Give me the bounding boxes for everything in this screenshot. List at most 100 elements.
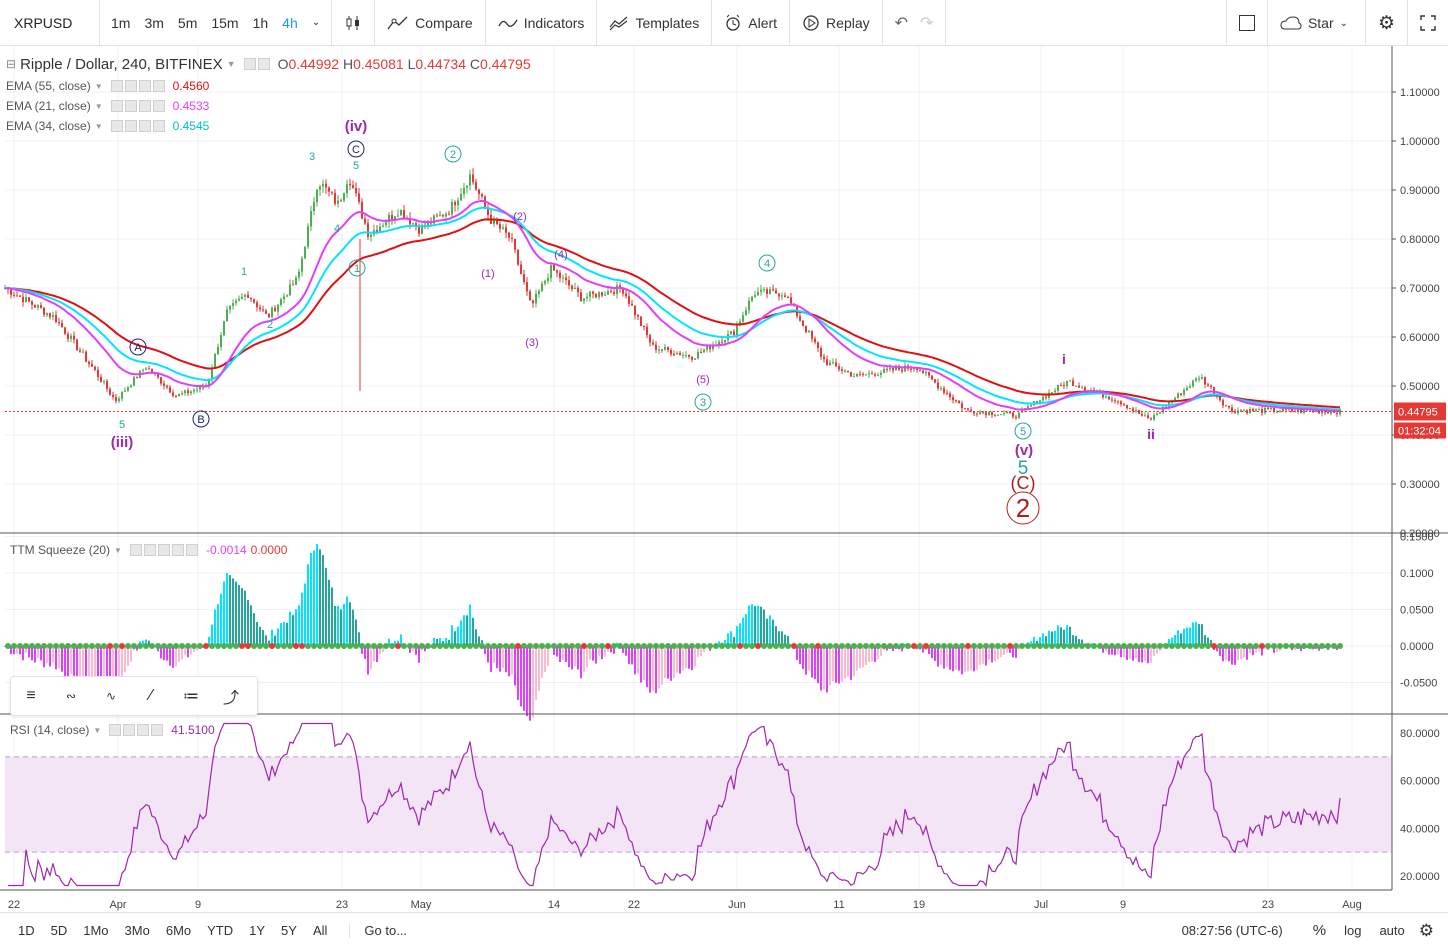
gear-icon[interactable]: ⚙ (1418, 920, 1434, 940)
candle-body (754, 295, 756, 297)
percent-toggle[interactable]: % (1312, 922, 1327, 939)
squeeze-dot (359, 643, 365, 649)
symbol-search[interactable]: XRPUSD (0, 0, 100, 46)
squeeze-dot (179, 643, 185, 649)
ttm-bar (1108, 646, 1110, 655)
ttm-bar (952, 646, 954, 672)
squeeze-dot (1103, 643, 1109, 649)
ttm-bar (259, 626, 261, 646)
candle-body (1282, 408, 1284, 412)
settings-button[interactable]: ⚙ (1366, 0, 1408, 46)
pattern-icon[interactable]: ∾ (65, 689, 77, 703)
ttm-legend[interactable]: TTM Squeeze (20) ▼ -0.0014 0.0000 (10, 540, 287, 560)
ema21-legend[interactable]: EMA (21, close) ▼ 0.4533 (6, 96, 531, 116)
log-toggle[interactable]: log (1344, 923, 1362, 938)
ema34-value: 0.4545 (172, 119, 210, 133)
ttm-bar (13, 646, 15, 655)
fullscreen-chart-button[interactable] (1225, 0, 1268, 46)
path-icon[interactable]: ⤴ (222, 690, 239, 707)
chart-canvas[interactable]: 22 Apr 9 23 May 14 22 Jun 11 19 Jul 9 23 Aug1.100001.… (0, 46, 1448, 912)
squeeze-dot (713, 643, 719, 649)
range-5y[interactable]: 5Y (281, 923, 297, 938)
squeeze-dot (557, 643, 563, 649)
fib-icon[interactable]: ≔ (183, 688, 199, 705)
legend-controls[interactable] (110, 120, 165, 132)
ttm-bar (436, 638, 438, 646)
gear-icon[interactable] (257, 58, 270, 70)
ttm-bar (463, 615, 465, 646)
interval-3m[interactable]: 3m (144, 14, 164, 31)
candle-body (874, 374, 876, 376)
rsi-legend[interactable]: RSI (14, close) ▼ 41.5100 (10, 720, 215, 740)
range-3mo[interactable]: 3Mo (124, 923, 150, 938)
squeeze-dot (593, 643, 599, 649)
candle-body (859, 373, 861, 375)
ema55-legend[interactable]: EMA (55, close) ▼ 0.4560 (6, 76, 531, 96)
legend-controls[interactable] (243, 58, 270, 70)
indicators-button[interactable]: Indicators (486, 0, 598, 46)
candle-body (196, 389, 198, 391)
ttm-bar (1198, 624, 1200, 646)
legend-controls[interactable] (129, 544, 198, 556)
candle-body (136, 377, 138, 379)
chart-type-button[interactable] (332, 0, 376, 46)
compare-button[interactable]: Compare (375, 0, 486, 46)
goto-button[interactable]: Go to... (349, 923, 407, 938)
ttm-bar (1156, 646, 1158, 654)
alert-button[interactable]: Alert (712, 0, 791, 46)
range-1mo[interactable]: 1Mo (83, 923, 109, 938)
collapse-icon[interactable]: ⊟ (6, 57, 17, 71)
ttm-label: 0.0000 (1400, 641, 1434, 653)
ema34-legend[interactable]: EMA (34, close) ▼ 0.4545 (6, 116, 531, 136)
horizontal-lines-icon[interactable]: ≡ (26, 687, 36, 704)
squeeze-dot (995, 643, 1001, 649)
symbol-title[interactable]: Ripple / Dollar, 240, BITFINEX (20, 55, 223, 73)
interval-1h[interactable]: 1h (252, 14, 269, 31)
candle-body (1084, 387, 1086, 391)
chevron-down-icon: ▼ (94, 81, 103, 91)
squeeze-dot (209, 643, 215, 649)
undo-button[interactable]: ↶ (883, 0, 914, 46)
time-label: 14 (548, 899, 560, 911)
squeeze-dot (917, 643, 923, 649)
range-ytd[interactable]: YTD (207, 923, 234, 938)
candle-body (550, 265, 552, 279)
squeeze-dot (455, 643, 461, 649)
ttm-bar (988, 646, 990, 660)
interval-1m[interactable]: 1m (111, 14, 131, 31)
candle-body (307, 226, 309, 247)
fullscreen-button[interactable] (1408, 0, 1448, 46)
clock[interactable]: 08:27:56 (UTC-6) (1181, 923, 1283, 938)
candle-body (640, 316, 642, 327)
chevron-down-icon[interactable]: ▼ (226, 59, 236, 69)
range-all[interactable]: All (312, 923, 328, 938)
legend-controls[interactable] (110, 80, 165, 92)
ttm-bar (409, 646, 411, 653)
chevron-down-icon[interactable]: ⌄ (311, 17, 321, 28)
squeeze-dot (935, 643, 941, 649)
ttm-bar (997, 646, 999, 659)
replay-button[interactable]: Replay (790, 0, 883, 46)
abc-pattern-icon[interactable]: ∿ (105, 689, 117, 703)
range-1d[interactable]: 1D (18, 923, 35, 938)
redo-button[interactable]: ↷ (914, 0, 947, 46)
candle-body (1255, 409, 1257, 411)
squeeze-dot (671, 643, 677, 649)
trend-line-icon[interactable]: ∕ (149, 687, 153, 704)
star-button[interactable]: Star ⌄ (1268, 0, 1366, 46)
range-5d[interactable]: 5D (50, 923, 68, 938)
interval-4h[interactable]: 4h (282, 14, 298, 31)
range-6mo[interactable]: 6Mo (165, 923, 192, 938)
legend-controls[interactable] (109, 724, 164, 736)
interval-15m[interactable]: 15m (211, 14, 239, 31)
candle-body (832, 362, 834, 364)
interval-5m[interactable]: 5m (177, 14, 198, 31)
legend-controls[interactable] (110, 100, 165, 112)
eye-icon[interactable] (243, 58, 256, 70)
candle-body (463, 187, 465, 195)
ttm-bar (790, 644, 792, 646)
templates-button[interactable]: Templates (597, 0, 713, 46)
auto-toggle[interactable]: auto (1379, 923, 1405, 938)
ttm-bar (541, 646, 543, 679)
range-1y[interactable]: 1Y (249, 923, 266, 938)
